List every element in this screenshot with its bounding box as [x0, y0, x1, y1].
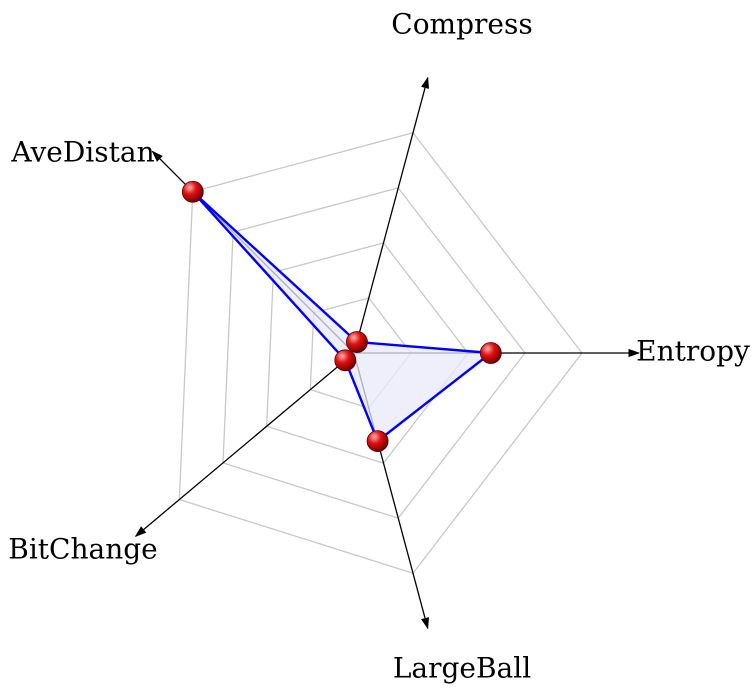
axis-label-compress: Compress: [391, 8, 532, 41]
series-area: [192, 191, 491, 442]
grid-ring-4: [178, 132, 583, 574]
axis-label-largeball: LargeBall: [393, 652, 531, 685]
grid-ring-2: [265, 242, 469, 464]
axis-compress: [353, 76, 429, 354]
data-point-bitchange: [334, 349, 357, 372]
axis-bitchange: [134, 352, 355, 537]
axis-label-bitchange: BitChange: [8, 533, 157, 566]
data-point-largeball: [366, 430, 389, 452]
radar-series: [181, 180, 502, 452]
axis-label-entropy: Entropy: [636, 335, 750, 368]
data-point-compress: [346, 331, 368, 353]
data-point-entropy: [479, 342, 502, 364]
axis-label-avedistan: AveDistan: [10, 136, 154, 169]
series-line: [191, 190, 492, 443]
grid-ring-3: [222, 187, 526, 519]
data-point-avedistan: [181, 180, 204, 203]
axis-labels: Entropy Compress AveDistan BitChange LargeBa…: [8, 8, 750, 685]
